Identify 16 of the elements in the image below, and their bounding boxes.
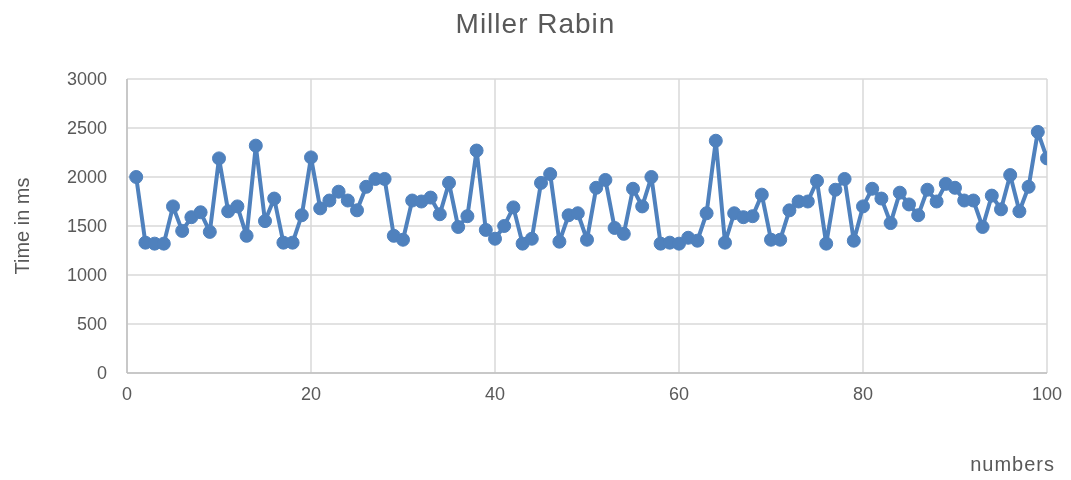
x-tick-label: 20 <box>300 383 322 404</box>
x-tick-label: 100 <box>1031 383 1063 404</box>
x-tick-label: 40 <box>484 383 506 404</box>
x-tick-label: 0 <box>121 383 133 404</box>
x-tick-label: 60 <box>668 383 690 404</box>
x-axis-title: numbers <box>970 453 1055 476</box>
y-tick-label: 2000 <box>66 167 107 188</box>
y-tick-label: 1000 <box>66 265 107 286</box>
chart-title: Miller Rabin <box>454 8 617 40</box>
y-tick-label: 2500 <box>66 118 107 139</box>
y-tick-label: 0 <box>96 363 107 384</box>
y-axis-title: Time in ms <box>10 177 34 275</box>
y-tick-label: 3000 <box>66 69 107 90</box>
y-tick-label: 1500 <box>66 216 107 237</box>
y-tick-label: 500 <box>76 314 107 335</box>
x-tick-label: 80 <box>852 383 874 404</box>
